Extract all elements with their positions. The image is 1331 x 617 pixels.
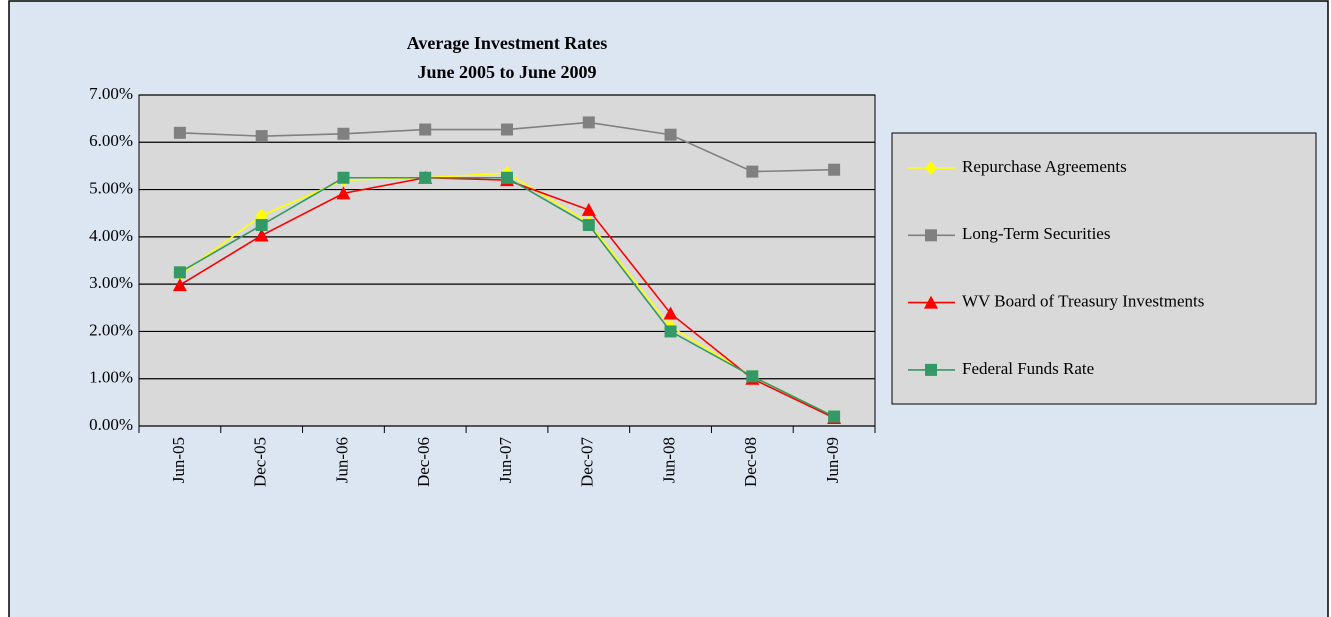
data-point (419, 123, 432, 136)
data-point (582, 116, 595, 129)
data-point (828, 163, 841, 176)
data-point (746, 165, 759, 178)
data-point (582, 219, 595, 232)
y-tick-label: 4.00% (89, 226, 133, 245)
data-point (581, 202, 596, 216)
y-tick-label: 6.00% (89, 131, 133, 150)
x-tick-label: Dec-07 (578, 437, 597, 488)
legend-label: Long-Term Securities (962, 224, 1110, 243)
chart-subtitle: June 2005 to June 2009 (417, 62, 596, 82)
x-tick-label: Dec-06 (414, 437, 433, 487)
x-tick-label: Jun-08 (659, 437, 678, 483)
data-point (336, 186, 351, 200)
x-tick-label: Dec-08 (741, 437, 760, 487)
legend-marker (925, 229, 937, 242)
x-tick-label: Jun-06 (332, 437, 351, 483)
data-point (664, 325, 677, 338)
data-point (173, 126, 186, 139)
y-tick-label: 0.00% (89, 415, 133, 434)
y-tick-label: 1.00% (89, 368, 133, 387)
chart-title: Average Investment Rates (407, 33, 608, 53)
data-point (746, 370, 759, 383)
data-point (337, 171, 350, 184)
data-point (664, 128, 677, 141)
x-tick-label: Jun-09 (823, 437, 842, 483)
x-tick-label: Dec-05 (251, 437, 270, 487)
legend-label: WV Board of Treasury Investments (962, 292, 1204, 311)
y-tick-label: 5.00% (89, 178, 133, 197)
x-tick-label: Jun-07 (496, 437, 515, 484)
data-point (501, 123, 513, 136)
legend-marker (924, 295, 938, 309)
data-point (828, 410, 841, 423)
y-tick-label: 7.00% (89, 84, 133, 103)
data-point (501, 171, 513, 184)
legend-label: Repurchase Agreements (962, 157, 1127, 176)
y-tick-label: 3.00% (89, 273, 133, 292)
data-point (255, 219, 268, 232)
plot-area (138, 94, 876, 427)
legend-marker (925, 161, 937, 175)
legend-marker (925, 363, 937, 376)
y-tick-label: 2.00% (89, 320, 133, 339)
legend-box (891, 132, 1317, 405)
data-point (419, 171, 432, 184)
legend-label: Federal Funds Rate (962, 359, 1094, 378)
data-point (337, 127, 350, 140)
data-point (254, 228, 269, 242)
data-point (255, 130, 268, 143)
data-point (172, 278, 187, 292)
data-point (663, 306, 678, 320)
data-point (173, 266, 186, 279)
x-tick-label: Jun-05 (169, 437, 188, 483)
